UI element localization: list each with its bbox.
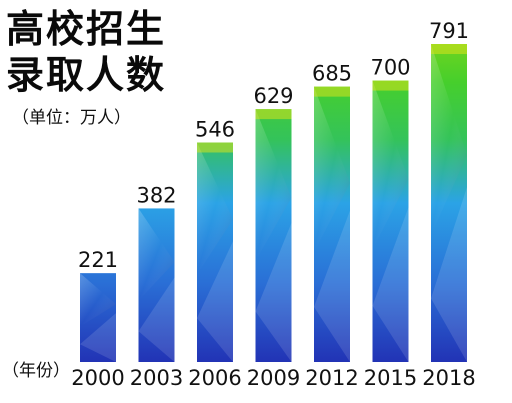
x-tick-label-2015: 2015 <box>364 366 417 390</box>
bar-2000 <box>80 273 116 362</box>
value-label-2000: 221 <box>78 248 118 272</box>
chart-title-line-1: 高校招生 <box>6 7 167 51</box>
x-tick-label-2003: 2003 <box>130 366 183 390</box>
value-label-2018: 791 <box>429 19 469 43</box>
unit-note: （单位：万人） <box>12 108 131 128</box>
bar-2003 <box>138 208 175 362</box>
value-label-2003: 382 <box>136 183 176 207</box>
bar-2009 <box>255 109 292 362</box>
bar-2015 <box>372 80 409 362</box>
bar-2012 <box>314 86 350 362</box>
bar-2006 <box>197 142 233 362</box>
value-label-2006: 546 <box>195 117 235 141</box>
x-tick-label-2018: 2018 <box>422 366 475 390</box>
x-tick-label-2009: 2009 <box>247 366 300 390</box>
chart-title-line-2: 录取人数 <box>6 53 167 97</box>
value-label-2009: 629 <box>253 84 293 108</box>
value-label-2015: 700 <box>370 56 410 80</box>
x-axis-title: （年份） <box>2 361 70 381</box>
x-tick-label-2012: 2012 <box>305 366 358 390</box>
bar-2018 <box>431 44 467 362</box>
x-tick-label-2006: 2006 <box>188 366 241 390</box>
x-tick-label-2000: 2000 <box>71 366 124 390</box>
value-label-2012: 685 <box>312 62 352 86</box>
